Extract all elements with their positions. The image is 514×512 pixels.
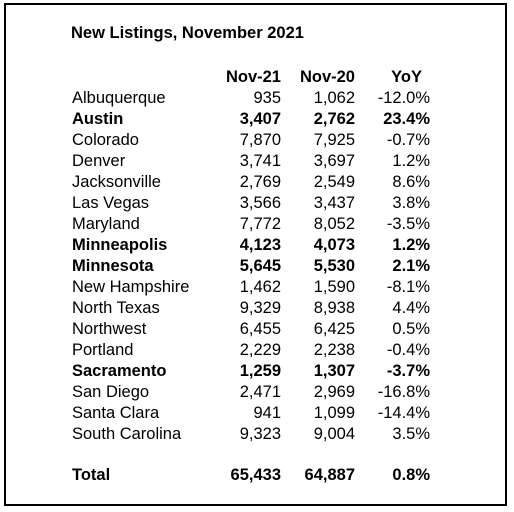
row-nov21: 2,229 — [239, 341, 281, 359]
table-row: Minnesota 5,645 5,530 2.1% — [0, 256, 514, 277]
row-nov21: 6,455 — [239, 320, 281, 338]
row-nov20: 4,073 — [313, 236, 355, 254]
column-header-nov20: Nov-20 — [299, 68, 355, 86]
row-nov21: 3,741 — [239, 152, 281, 170]
row-nov20: 2,969 — [313, 383, 355, 401]
row-yoy: 2.1% — [392, 257, 430, 275]
row-nov20: 2,549 — [313, 173, 355, 191]
column-header-row: Nov-21 Nov-20 YoY — [0, 67, 514, 88]
row-name: Denver — [72, 152, 126, 170]
row-name: New Hampshire — [72, 278, 190, 296]
table-row: North Texas 9,329 8,938 4.4% — [0, 298, 514, 319]
row-name: Las Vegas — [72, 194, 150, 212]
row-yoy: 0.5% — [392, 320, 430, 338]
row-nov20: 8,052 — [313, 215, 355, 233]
row-nov21: 9,323 — [239, 425, 281, 443]
row-nov20: 2,238 — [313, 341, 355, 359]
row-name: Austin — [72, 110, 124, 128]
row-name: Albuquerque — [72, 89, 166, 107]
row-name: San Diego — [72, 383, 150, 401]
row-yoy: -12.0% — [377, 89, 430, 107]
row-yoy: 3.5% — [392, 425, 430, 443]
row-yoy: -3.7% — [386, 362, 430, 380]
table-row: Colorado 7,870 7,925 -0.7% — [0, 130, 514, 151]
row-yoy: -3.5% — [386, 215, 430, 233]
row-yoy: -0.7% — [386, 131, 430, 149]
row-nov20: 3,437 — [313, 194, 355, 212]
row-nov20: 3,697 — [313, 152, 355, 170]
row-nov21: 1,259 — [239, 362, 281, 380]
row-yoy: 1.2% — [392, 152, 430, 170]
table-row: Santa Clara 941 1,099 -14.4% — [0, 403, 514, 424]
table-frame — [4, 3, 507, 506]
row-name: Sacramento — [72, 362, 167, 380]
total-label: Total — [72, 466, 111, 484]
row-yoy: 4.4% — [392, 299, 430, 317]
row-nov21: 3,407 — [239, 110, 281, 128]
row-nov20: 1,099 — [313, 404, 355, 422]
row-yoy: -8.1% — [386, 278, 430, 296]
row-nov20: 1,307 — [313, 362, 355, 380]
total-yoy: 0.8% — [392, 466, 430, 484]
table-row: Denver 3,741 3,697 1.2% — [0, 151, 514, 172]
row-name: Jacksonville — [72, 173, 161, 191]
table-row: Jacksonville 2,769 2,549 8.6% — [0, 172, 514, 193]
table-row: Austin 3,407 2,762 23.4% — [0, 109, 514, 130]
row-name: Northwest — [72, 320, 147, 338]
row-nov20: 8,938 — [313, 299, 355, 317]
row-yoy: 3.8% — [392, 194, 430, 212]
row-name: Minnesota — [72, 257, 154, 275]
row-nov21: 935 — [253, 89, 281, 107]
table-row: Sacramento 1,259 1,307 -3.7% — [0, 361, 514, 382]
row-nov21: 9,329 — [239, 299, 281, 317]
table-row: San Diego 2,471 2,969 -16.8% — [0, 382, 514, 403]
row-nov21: 7,772 — [239, 215, 281, 233]
row-yoy: -0.4% — [386, 341, 430, 359]
row-yoy: -16.8% — [377, 383, 430, 401]
table-row: South Carolina 9,323 9,004 3.5% — [0, 424, 514, 445]
total-nov20: 64,887 — [304, 466, 355, 484]
column-header-yoy: YoY — [391, 68, 422, 86]
table-title: New Listings, November 2021 — [71, 24, 304, 42]
row-nov21: 2,471 — [239, 383, 281, 401]
total-row: Total 65,433 64,887 0.8% — [0, 465, 514, 486]
row-name: Santa Clara — [72, 404, 160, 422]
row-nov20: 1,062 — [313, 89, 355, 107]
row-nov21: 4,123 — [239, 236, 281, 254]
row-name: North Texas — [72, 299, 160, 317]
table-row: Minneapolis 4,123 4,073 1.2% — [0, 235, 514, 256]
row-nov20: 7,925 — [313, 131, 355, 149]
table-row: Las Vegas 3,566 3,437 3.8% — [0, 193, 514, 214]
row-nov21: 7,870 — [239, 131, 281, 149]
row-nov20: 6,425 — [313, 320, 355, 338]
table-row: Maryland 7,772 8,052 -3.5% — [0, 214, 514, 235]
row-name: Maryland — [72, 215, 140, 233]
row-yoy: 8.6% — [392, 173, 430, 191]
row-nov21: 1,462 — [239, 278, 281, 296]
row-nov20: 1,590 — [313, 278, 355, 296]
row-yoy: 23.4% — [383, 110, 430, 128]
row-name: South Carolina — [72, 425, 182, 443]
row-nov21: 2,769 — [239, 173, 281, 191]
row-nov21: 5,645 — [239, 257, 281, 275]
table-row: Portland 2,229 2,238 -0.4% — [0, 340, 514, 361]
row-name: Portland — [72, 341, 134, 359]
column-header-nov21: Nov-21 — [225, 68, 281, 86]
total-nov21: 65,433 — [230, 466, 281, 484]
row-name: Colorado — [72, 131, 139, 149]
row-nov21: 3,566 — [239, 194, 281, 212]
row-yoy: 1.2% — [392, 236, 430, 254]
row-nov21: 941 — [253, 404, 281, 422]
row-nov20: 9,004 — [313, 425, 355, 443]
row-nov20: 5,530 — [313, 257, 355, 275]
row-yoy: -14.4% — [377, 404, 430, 422]
table-row: Northwest 6,455 6,425 0.5% — [0, 319, 514, 340]
table-row: New Hampshire 1,462 1,590 -8.1% — [0, 277, 514, 298]
row-name: Minneapolis — [72, 236, 168, 254]
table-row: Albuquerque 935 1,062 -12.0% — [0, 88, 514, 109]
row-nov20: 2,762 — [313, 110, 355, 128]
